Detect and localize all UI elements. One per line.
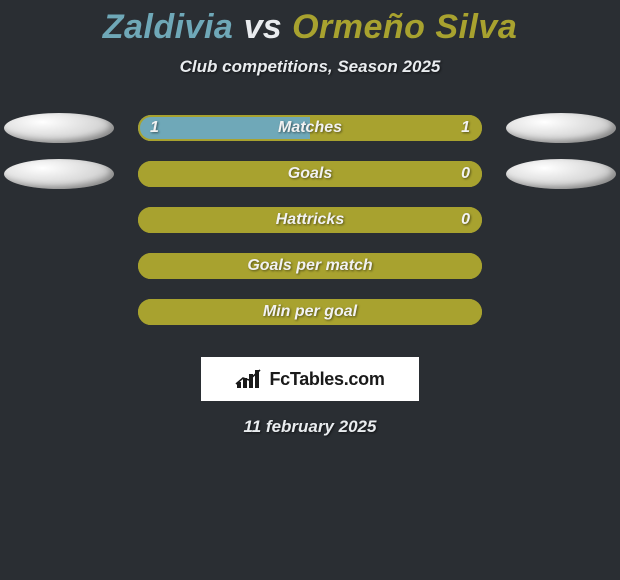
stat-bar-fill-right — [138, 299, 482, 325]
stat-bar — [138, 253, 482, 279]
stat-bar — [138, 115, 482, 141]
stat-bar — [138, 161, 482, 187]
title: Zaldivia vs Ormeño Silva — [0, 0, 620, 47]
logo[interactable]: FcTables.com — [201, 357, 419, 401]
stat-bar-fill-right — [138, 161, 482, 187]
player1-orb — [4, 113, 114, 143]
bar-chart-icon — [235, 368, 263, 390]
stat-bar-fill-left — [138, 115, 310, 141]
title-player2: Ormeño Silva — [292, 8, 517, 46]
title-vs: vs — [244, 8, 282, 46]
stat-row: Matches11 — [0, 115, 620, 161]
stat-row: Goals per match — [0, 253, 620, 299]
player2-orb — [506, 113, 616, 143]
player1-orb — [4, 159, 114, 189]
stat-bar — [138, 299, 482, 325]
date: 11 february 2025 — [0, 417, 620, 437]
stat-bar-fill-right — [138, 207, 482, 233]
stat-value-right: 0 — [461, 161, 470, 187]
stats-container: Matches11Goals0Hattricks0Goals per match… — [0, 115, 620, 345]
stat-value-left: 1 — [150, 115, 159, 141]
stat-value-right: 0 — [461, 207, 470, 233]
stat-value-right: 1 — [461, 115, 470, 141]
stat-bar-fill-right — [310, 115, 482, 141]
title-player1: Zaldivia — [103, 8, 234, 46]
stat-bar-fill-right — [138, 253, 482, 279]
stat-row: Hattricks0 — [0, 207, 620, 253]
player2-orb — [506, 159, 616, 189]
stat-row: Goals0 — [0, 161, 620, 207]
subtitle: Club competitions, Season 2025 — [0, 57, 620, 77]
logo-text: FcTables.com — [269, 369, 384, 390]
stat-row: Min per goal — [0, 299, 620, 345]
stat-bar — [138, 207, 482, 233]
